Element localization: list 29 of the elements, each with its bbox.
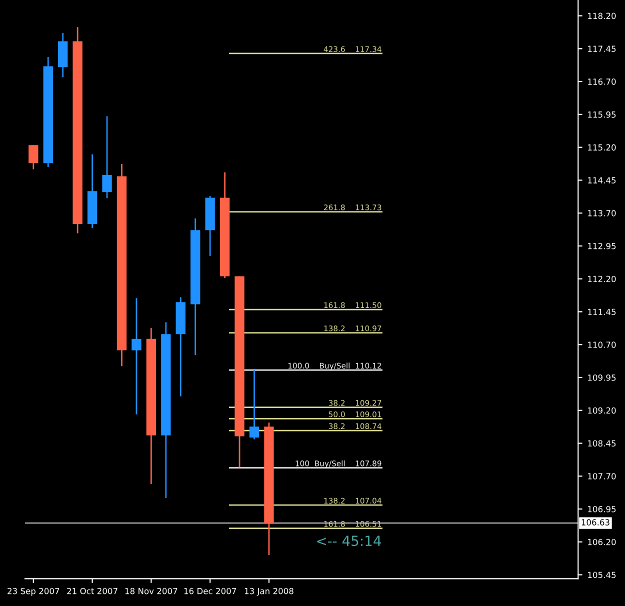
y-tick-label: 114.45 (588, 177, 616, 184)
y-tick-label: 106.20 (588, 538, 616, 546)
y-tick-label: 105.45 (588, 572, 616, 578)
y-tick-label: 118.20 (588, 12, 616, 20)
y-tick-label: 107.70 (588, 473, 616, 480)
y-tick-label: 110.70 (588, 342, 616, 348)
y-tick-label: 106.95 (588, 506, 616, 512)
candlestick (132, 297, 142, 416)
y-tick-label: 112.20 (588, 276, 616, 282)
candlestick (249, 369, 260, 440)
annotation: <-- 45:14 (317, 536, 381, 546)
candlestick (28, 144, 38, 170)
y-tick-label: 115.20 (588, 144, 616, 151)
y-tick-label: 109.20 (588, 407, 616, 414)
y-tick-label: 115.95 (588, 111, 616, 118)
x-tick-label: 23 Sep 2007 (8, 588, 60, 596)
x-tick-label: 13 Jan 2008 (244, 588, 294, 596)
x-tick-label: 16 Dec 2007 (184, 588, 236, 594)
y-tick-label: 113.70 (588, 210, 616, 216)
y-tick-label: 108.45 (588, 440, 616, 447)
y-tick-label: 116.70 (588, 78, 616, 85)
y-tick-label: 117.45 (588, 46, 616, 52)
y-tick-label: 109.95 (588, 374, 616, 381)
y-tick-label: 112.95 (588, 242, 616, 250)
x-tick-label: 21 Oct 2007 (67, 588, 118, 594)
candlestick (102, 115, 112, 199)
x-tick-label: 18 Nov 2007 (125, 588, 178, 594)
y-tick-label: 111.45 (588, 308, 616, 316)
ref-line-label: 106.63 (582, 519, 610, 526)
